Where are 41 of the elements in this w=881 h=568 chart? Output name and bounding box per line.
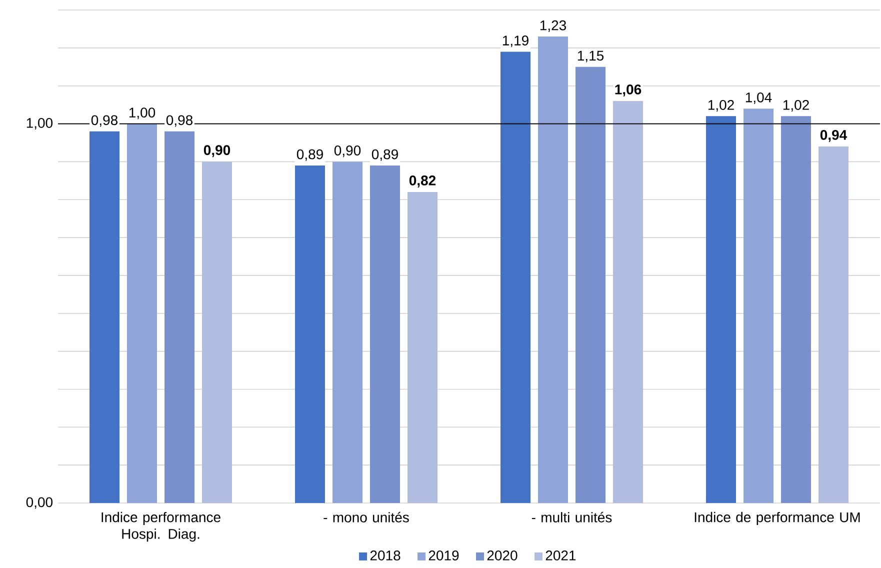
data-label: 0,98 — [91, 115, 118, 127]
bar — [295, 166, 325, 504]
data-label: 1,23 — [540, 20, 566, 32]
data-label: 0,90 — [204, 145, 230, 158]
x-tick-label: Indice de performance UM — [694, 512, 860, 526]
bar — [613, 101, 644, 504]
data-label: 1,02 — [708, 100, 734, 112]
data-label: 1,04 — [746, 92, 772, 104]
bar — [781, 116, 812, 504]
x-tick-label: Indice performance Hospi. Diag. — [102, 512, 220, 542]
data-label: 0,89 — [372, 149, 398, 162]
legend-label: 2018 — [370, 550, 400, 561]
bar — [500, 52, 531, 504]
y-tick-label: 0,00 — [26, 497, 53, 509]
bar — [164, 131, 195, 504]
legend-label: 2021 — [546, 550, 576, 561]
bar — [202, 162, 232, 504]
bar — [576, 67, 606, 504]
bar — [538, 36, 568, 504]
bar — [818, 146, 849, 504]
legend-label: 2020 — [487, 550, 518, 561]
bar — [706, 116, 736, 504]
bar — [332, 162, 363, 504]
x-tick-label: - mono unités — [324, 512, 409, 523]
data-label: 1,00 — [129, 108, 156, 120]
bar — [744, 108, 774, 504]
bar — [408, 192, 438, 504]
data-label: 0,98 — [166, 115, 193, 127]
bar — [90, 131, 120, 504]
data-label: 1,15 — [578, 51, 604, 62]
data-label: 0,82 — [409, 176, 436, 188]
data-label: 1,02 — [783, 100, 809, 112]
bar — [127, 124, 158, 504]
data-label: 0,90 — [334, 146, 361, 158]
data-label: 0,94 — [820, 130, 848, 142]
legend-label: 2019 — [428, 550, 459, 561]
data-label: 1,06 — [615, 84, 642, 97]
x-tick-label: - multi unités — [532, 512, 612, 523]
data-label: 0,89 — [296, 149, 323, 162]
data-label: 1,19 — [502, 36, 528, 48]
bar — [370, 166, 400, 504]
